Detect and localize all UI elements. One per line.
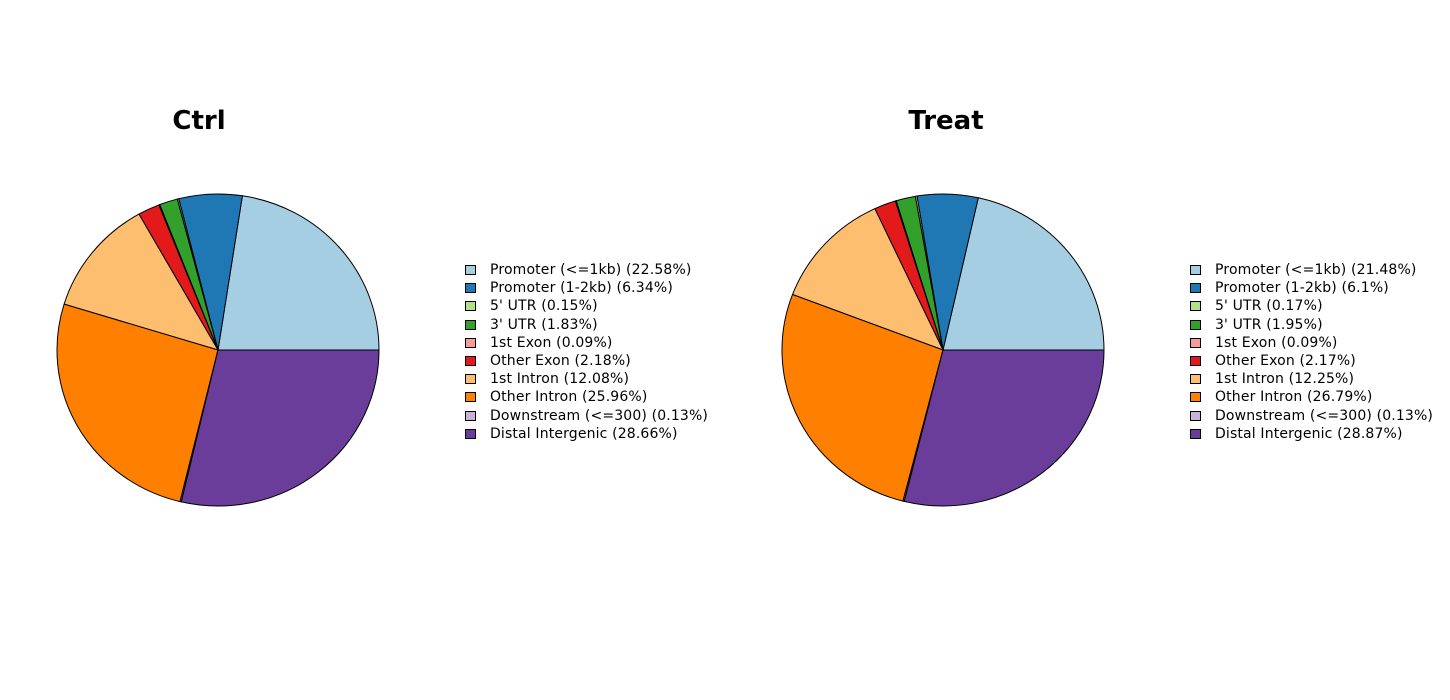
legend-label: 3' UTR (1.83%) [490, 316, 598, 333]
ctrl-legend-item-other-intron: Other Intron (25.96%) [465, 388, 708, 406]
legend-swatch [465, 283, 476, 294]
legend-swatch [465, 392, 476, 403]
legend-swatch [465, 356, 476, 367]
treat-legend-item-other-intron: Other Intron (26.79%) [1190, 388, 1433, 406]
legend-swatch [1190, 319, 1201, 330]
ctrl-legend-item-promoter-1-2kb: Promoter (1-2kb) (6.34%) [465, 279, 708, 297]
treat-legend-item-3-utr: 3' UTR (1.95%) [1190, 316, 1433, 334]
treat-pie-panel: Treat Promoter (<=1kb) (21.48%) Promoter … [725, 0, 1450, 700]
treat-legend-item-1st-exon: 1st Exon (0.09%) [1190, 334, 1433, 352]
ctrl-pie-panel: Ctrl Promoter (<=1kb) (22.58%) Promoter (… [56, 106, 708, 507]
ctrl-legend-item-5-utr: 5' UTR (0.15%) [465, 297, 708, 315]
treat-slice-promoter-1kb [942, 197, 1105, 351]
legend-swatch [465, 319, 476, 330]
legend-swatch [465, 374, 476, 385]
ctrl-slice-other-intron [56, 303, 219, 503]
treat-legend-item-5-utr: 5' UTR (0.17%) [1190, 297, 1433, 315]
legend-label: 5' UTR (0.15%) [490, 298, 598, 315]
treat-slice-1st-intron [792, 208, 944, 351]
ctrl-legend-item-1st-exon: 1st Exon (0.09%) [465, 334, 708, 352]
legend-label: 1st Exon (0.09%) [490, 334, 613, 351]
legend-swatch [1190, 410, 1201, 421]
legend-swatch [1190, 337, 1201, 348]
treat-legend-item-promoter-1kb: Promoter (<=1kb) (21.48%) [1190, 261, 1433, 279]
ctrl-legend-item-other-exon: Other Exon (2.18%) [465, 352, 708, 370]
treat-slice-distal-intergenic [903, 349, 1105, 507]
legend-label: Downstream (<=300) (0.13%) [490, 407, 709, 424]
legend-label: Other Intron (25.96%) [490, 389, 648, 406]
ctrl-chart-title: Ctrl [172, 106, 226, 136]
legend-swatch [1190, 356, 1201, 367]
legend-swatch [1190, 428, 1201, 439]
legend-swatch [1190, 392, 1201, 403]
ctrl-legend-item-downstream-300: Downstream (<=300) (0.13%) [465, 407, 708, 425]
legend-swatch [1190, 301, 1201, 312]
treat-pie-chart [781, 193, 1105, 507]
treat-legend: Promoter (<=1kb) (21.48%) Promoter (1-2kb… [1190, 261, 1433, 443]
legend-label: Distal Intergenic (28.66%) [490, 425, 678, 442]
legend-swatch [1190, 283, 1201, 294]
ctrl-legend-item-3-utr: 3' UTR (1.83%) [465, 316, 708, 334]
legend-label: Promoter (<=1kb) (22.58%) [490, 262, 692, 279]
legend-swatch [465, 337, 476, 348]
ctrl-slice-1st-intron [63, 213, 219, 351]
legend-label: Distal Intergenic (28.87%) [1215, 425, 1403, 442]
treat-legend-item-distal-intergenic: Distal Intergenic (28.87%) [1190, 425, 1433, 443]
treat-legend-item-other-exon: Other Exon (2.17%) [1190, 352, 1433, 370]
legend-label: 3' UTR (1.95%) [1215, 316, 1323, 333]
ctrl-legend-item-1st-intron: 1st Intron (12.08%) [465, 370, 708, 388]
treat-legend-item-promoter-1-2kb: Promoter (1-2kb) (6.1%) [1190, 279, 1433, 297]
treat-legend-item-1st-intron: 1st Intron (12.25%) [1190, 370, 1433, 388]
legend-label: 5' UTR (0.17%) [1215, 298, 1323, 315]
legend-label: 1st Intron (12.25%) [1215, 371, 1355, 388]
legend-label: Downstream (<=300) (0.13%) [1215, 407, 1434, 424]
legend-label: Other Exon (2.18%) [490, 353, 631, 370]
ctrl-legend-item-promoter-1kb: Promoter (<=1kb) (22.58%) [465, 261, 708, 279]
ctrl-slice-promoter-1kb [217, 195, 380, 351]
legend-label: Promoter (1-2kb) (6.1%) [1215, 280, 1389, 297]
legend-label: Promoter (<=1kb) (21.48%) [1215, 262, 1417, 279]
legend-label: 1st Intron (12.08%) [490, 371, 630, 388]
legend-swatch [1190, 265, 1201, 276]
legend-label: 1st Exon (0.09%) [1215, 334, 1338, 351]
treat-legend-item-downstream-300: Downstream (<=300) (0.13%) [1190, 407, 1433, 425]
legend-label: Other Intron (26.79%) [1215, 389, 1373, 406]
legend-label: Promoter (1-2kb) (6.34%) [490, 280, 673, 297]
legend-label: Other Exon (2.17%) [1215, 353, 1356, 370]
ctrl-legend-item-distal-intergenic: Distal Intergenic (28.66%) [465, 425, 708, 443]
treat-slice-other-intron [781, 293, 944, 502]
ctrl-legend: Promoter (<=1kb) (22.58%) Promoter (1-2kb… [465, 261, 708, 443]
legend-swatch [465, 428, 476, 439]
legend-swatch [465, 301, 476, 312]
legend-swatch [465, 410, 476, 421]
legend-swatch [465, 265, 476, 276]
ctrl-pie-chart [56, 193, 380, 507]
legend-swatch [1190, 374, 1201, 385]
treat-chart-title: Treat [908, 106, 984, 136]
ctrl-slice-distal-intergenic [180, 349, 380, 507]
